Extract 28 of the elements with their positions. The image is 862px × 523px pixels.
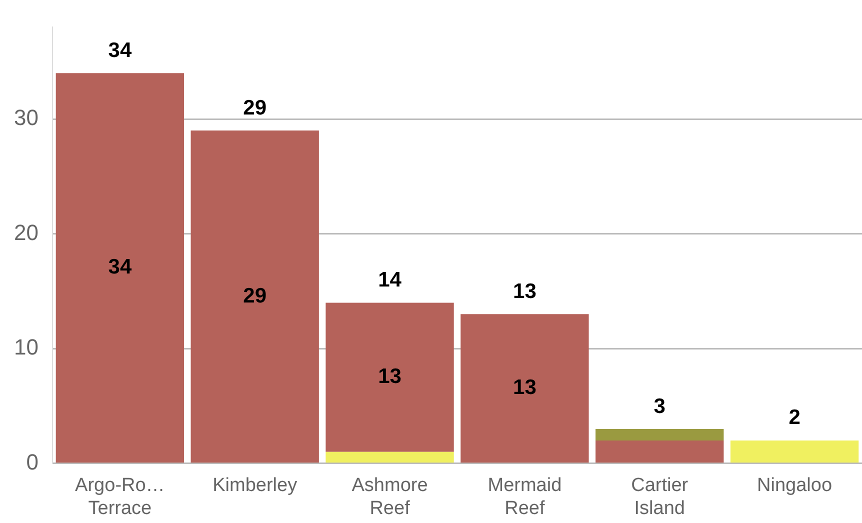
data-label: 29	[243, 284, 267, 308]
bar	[190, 130, 319, 463]
x-tick-label: Argo-Ro… Terrace	[75, 475, 165, 519]
y-tick-label: 30	[14, 105, 38, 130]
bar	[460, 314, 589, 463]
total-label: 2	[788, 406, 800, 430]
bar	[56, 73, 184, 463]
x-tick-label: Mermaid Reef	[488, 475, 562, 519]
total-label: 29	[243, 96, 267, 120]
bar	[596, 440, 724, 463]
total-label: 14	[378, 268, 402, 292]
data-label: 13	[378, 365, 402, 388]
x-tick-label: Kimberley	[212, 475, 298, 496]
bar	[326, 452, 454, 463]
bar	[730, 440, 859, 463]
data-label: 13	[513, 376, 536, 400]
x-tick-label: Ningaloo	[757, 475, 832, 496]
total-label: 13	[513, 280, 536, 303]
x-tick-label: Ashmore Reef	[352, 475, 428, 519]
y-tick-label: 20	[14, 220, 38, 245]
x-tick-label: Cartier Island	[631, 475, 689, 519]
bar	[596, 428, 724, 440]
bar	[326, 302, 454, 452]
data-label: 34	[108, 256, 132, 279]
total-label: 3	[654, 394, 666, 418]
y-tick-label: 10	[14, 334, 38, 360]
y-tick-label: 0	[26, 449, 38, 474]
total-label: 34	[108, 38, 132, 62]
